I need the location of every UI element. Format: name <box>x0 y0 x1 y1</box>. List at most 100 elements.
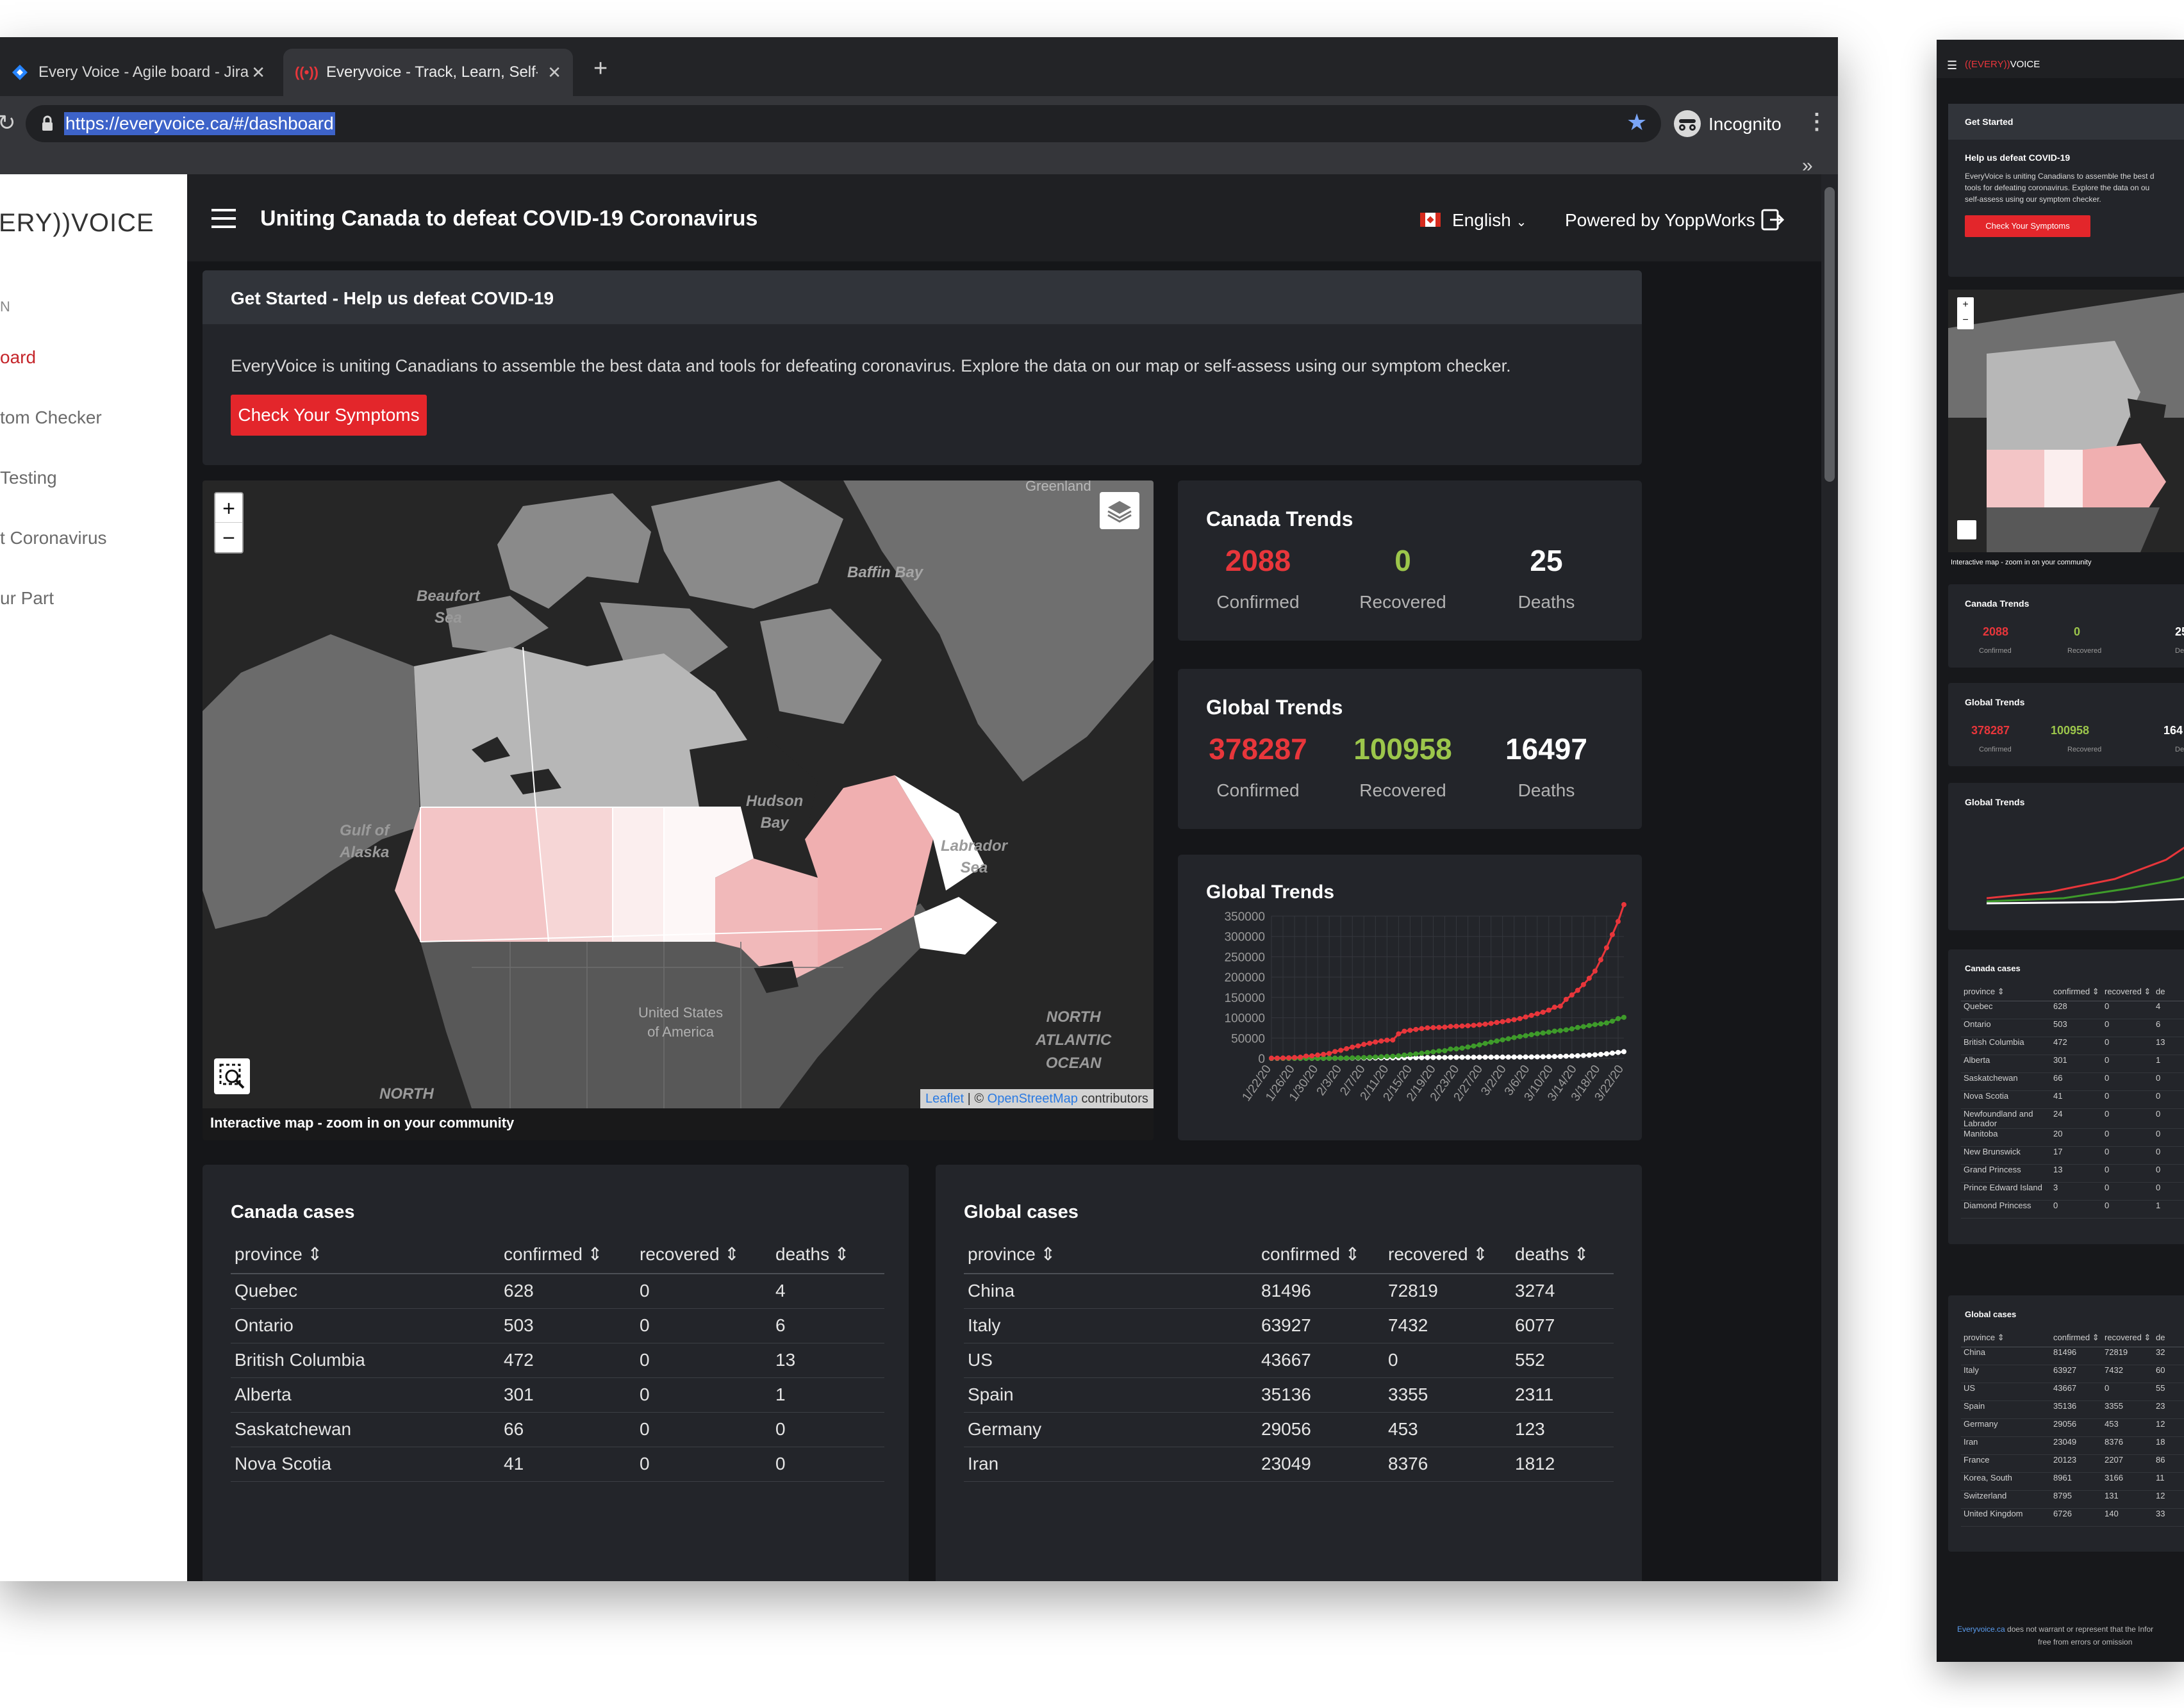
data-point-recovered <box>1378 1054 1384 1060</box>
sidebar-logo[interactable]: ERY))VOICE <box>0 209 154 237</box>
map-label-labrador-1: Labrador <box>941 837 1008 855</box>
data-point-recovered <box>1367 1055 1373 1060</box>
bookmarks-overflow-button[interactable]: » <box>1802 155 1813 176</box>
sidebar-item-about-coronavirus[interactable]: t Coronavirus <box>0 528 107 548</box>
table-row: New Brunswick 17 0 0 <box>1961 1146 2184 1165</box>
logout-icon[interactable] <box>1761 209 1784 231</box>
mobile-zoom-control[interactable]: + − <box>1957 297 1974 329</box>
table-row: Saskatchewan 66 0 0 <box>231 1412 884 1447</box>
search-map-button[interactable] <box>214 1058 250 1094</box>
mobile-logo[interactable]: ((EVERY))VOICE <box>1965 59 2040 70</box>
osm-link[interactable]: OpenStreetMap <box>987 1092 1078 1106</box>
mobile-global-cases-table: province ⇕ confirmed ⇕ recovered ⇕ de China… <box>1961 1329 2184 1527</box>
column-header-confirmed[interactable]: confirmed ⇕ <box>2051 983 2102 1001</box>
url-text[interactable]: https://everyvoice.ca/#/dashboard <box>64 112 335 135</box>
cell-recovered: 0 <box>636 1308 772 1343</box>
column-header-recovered[interactable]: recovered ⇕ <box>2102 1329 2153 1347</box>
column-header-recovered[interactable]: recovered ⇕ <box>2102 983 2153 1001</box>
mobile-hamburger-icon[interactable]: ☰ <box>1947 59 1958 72</box>
column-header-province[interactable]: province ⇕ <box>1961 983 2051 1001</box>
canada-map[interactable] <box>203 480 1154 1108</box>
cell-province: US <box>964 1343 1257 1378</box>
leaflet-link[interactable]: Leaflet <box>925 1092 964 1106</box>
tab-jira[interactable]: Every Voice - Agile board - Jira ✕ <box>0 49 277 96</box>
global-trends-title: Global Trends <box>1206 696 1343 719</box>
table-row: Switzerland 8795 131 12 <box>1961 1490 2184 1509</box>
data-point-confirmed <box>1586 975 1592 981</box>
check-symptoms-button[interactable]: Check Your Symptoms <box>231 395 427 436</box>
column-header-recovered[interactable]: recovered ⇕ <box>636 1235 772 1274</box>
new-tab-button[interactable]: + <box>593 55 608 82</box>
column-header-province[interactable]: province ⇕ <box>231 1235 500 1274</box>
powered-by-link[interactable]: Powered by YoppWorks <box>1565 210 1755 230</box>
zoom-in-button[interactable]: + <box>215 495 242 523</box>
map-label-pacific: NORTH <box>379 1085 434 1103</box>
layers-button[interactable] <box>1100 492 1139 529</box>
tab-everyvoice[interactable]: ((•)) Everyvoice - Track, Learn, Self-a … <box>283 49 573 96</box>
data-point-confirmed <box>1511 1017 1517 1022</box>
column-header-province[interactable]: province ⇕ <box>964 1235 1257 1274</box>
column-header-province[interactable]: province ⇕ <box>1961 1329 2051 1347</box>
column-header-deaths[interactable]: de <box>2153 983 2184 1001</box>
zoom-out-button[interactable]: − <box>222 526 235 550</box>
language-select[interactable]: English ⌄ <box>1452 210 1526 231</box>
sidebar-item-symptom-checker[interactable]: tom Checker <box>0 407 102 427</box>
browser-menu-icon[interactable]: ⋮ <box>1806 110 1828 134</box>
data-point-deaths <box>1615 1049 1621 1055</box>
page-title: Uniting Canada to defeat COVID-19 Corona… <box>260 206 758 231</box>
global-cases-table: province ⇕ confirmed ⇕ recovered ⇕ death… <box>964 1235 1614 1482</box>
data-point-confirmed <box>1390 1037 1396 1043</box>
cell-province: New Brunswick <box>1961 1146 2051 1165</box>
data-point-confirmed <box>1286 1055 1292 1061</box>
cell-confirmed: 20 <box>2051 1128 2102 1147</box>
column-header-confirmed[interactable]: confirmed ⇕ <box>2051 1329 2102 1347</box>
sidebar-item-testing[interactable]: Testing <box>0 468 57 488</box>
cell-confirmed: 23049 <box>2051 1436 2102 1455</box>
table-row: Spain 35136 3355 23 <box>1961 1400 2184 1419</box>
column-header-confirmed[interactable]: confirmed ⇕ <box>500 1235 636 1274</box>
cell-province: Saskatchewan <box>231 1412 500 1447</box>
hamburger-menu-icon[interactable] <box>211 209 236 228</box>
scrollbar-thumb[interactable] <box>1824 187 1835 482</box>
table-row: US 43667 0 552 <box>964 1343 1614 1378</box>
data-point-recovered <box>1361 1055 1367 1060</box>
column-header-recovered[interactable]: recovered ⇕ <box>1384 1235 1511 1274</box>
column-header-deaths[interactable]: de <box>2153 1329 2184 1347</box>
incognito-label[interactable]: Incognito <box>1708 114 1782 134</box>
global-trends-line-chart[interactable]: 350000 300000 250000 200000 150000 100000 5000… <box>1178 855 1642 1140</box>
bookmark-star-icon[interactable]: ★ <box>1626 109 1648 135</box>
mobile-search-map-icon[interactable] <box>1957 520 1976 539</box>
mobile-map[interactable]: + − <box>1948 290 2184 552</box>
global-trends-card: Global Trends 378287 100958 16497 Confir… <box>1178 669 1642 829</box>
data-point-confirmed <box>1465 1022 1471 1028</box>
cell-recovered: 0 <box>2102 1200 2153 1219</box>
close-tab-icon[interactable]: ✕ <box>547 62 561 82</box>
cell-deaths: 1 <box>2153 1200 2184 1219</box>
column-header-deaths[interactable]: deaths ⇕ <box>1511 1235 1614 1274</box>
sidebar-item-dashboard[interactable]: oard <box>0 347 37 367</box>
footer-link[interactable]: Everyvoice.ca <box>1957 1625 2005 1634</box>
global-deaths-label: Deaths <box>1518 780 1575 800</box>
url-input[interactable]: https://everyvoice.ca/#/dashboard ★ <box>26 105 1661 142</box>
mobile-check-symptoms-button[interactable]: Check Your Symptoms <box>1965 215 2090 237</box>
cell-recovered: 0 <box>2102 1146 2153 1165</box>
close-tab-icon[interactable]: ✕ <box>251 62 265 82</box>
cell-recovered: 0 <box>2102 1128 2153 1147</box>
data-point-recovered <box>1482 1040 1488 1046</box>
cell-confirmed: 66 <box>500 1412 636 1447</box>
cell-deaths: 1 <box>2153 1055 2184 1073</box>
column-header-deaths[interactable]: deaths ⇕ <box>772 1235 884 1274</box>
column-header-confirmed[interactable]: confirmed ⇕ <box>1257 1235 1384 1274</box>
data-point-deaths <box>1621 1049 1626 1055</box>
reload-icon[interactable]: ↻ <box>0 111 16 135</box>
cell-deaths: 0 <box>2153 1182 2184 1201</box>
data-point-recovered <box>1551 1028 1557 1034</box>
data-point-recovered <box>1407 1052 1413 1058</box>
cell-confirmed: 43667 <box>2051 1383 2102 1401</box>
cell-confirmed: 35136 <box>2051 1400 2102 1419</box>
data-point-recovered <box>1592 1022 1598 1028</box>
cell-province: China <box>1961 1347 2051 1365</box>
sidebar-item-do-your-part[interactable]: ur Part <box>0 588 54 608</box>
cell-deaths: 6 <box>772 1308 884 1343</box>
page-scrollbar[interactable] <box>1821 174 1838 1581</box>
